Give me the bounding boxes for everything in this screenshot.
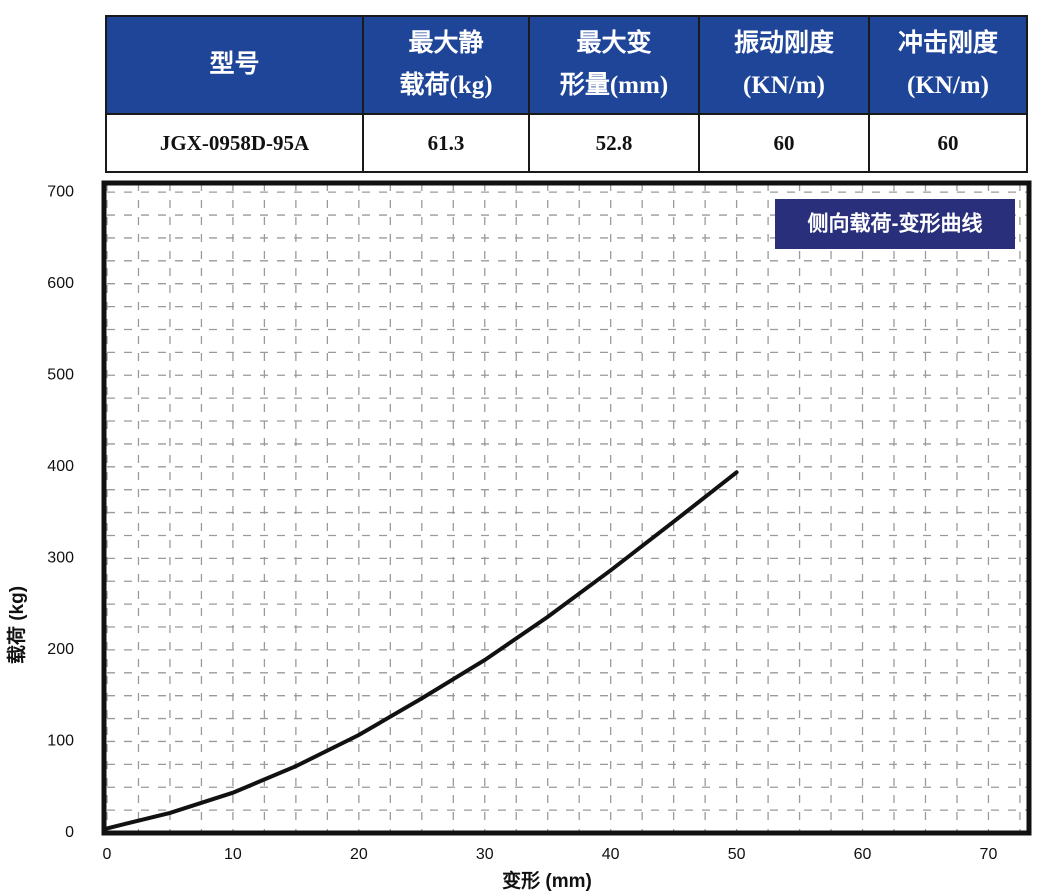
x-tick-label: 0 xyxy=(103,846,112,863)
legend-box xyxy=(775,199,1015,249)
marks xyxy=(105,470,739,831)
y-tick-label: 200 xyxy=(47,641,74,658)
header-cell: 振动刚度 (KN/m) xyxy=(698,15,870,115)
cell: 52.8 xyxy=(528,113,700,173)
chart-title: 侧向载荷-变形曲线 xyxy=(808,212,983,236)
x-tick-label: 30 xyxy=(476,846,494,863)
y-tick-label: 100 xyxy=(47,733,74,750)
header-text: 形量(mm) xyxy=(559,72,669,99)
header-text: 最大变 xyxy=(576,30,652,57)
y-axis-label: 载荷 (kg) xyxy=(5,586,28,664)
x-axis-label: 变形 (mm) xyxy=(502,869,592,892)
y-tick-label: 300 xyxy=(47,550,74,567)
header-text: 振动刚度 xyxy=(733,30,834,57)
spec-table: 型号 最大静载荷(kg) 最大变形量(mm) 振动刚度 (KN/m) 冲击刚度 (K… xyxy=(105,15,1028,173)
x-tick-label: 50 xyxy=(728,846,746,863)
plot-frame xyxy=(101,180,1032,836)
y-tick-label: 500 xyxy=(47,366,74,383)
header-cell: 最大静载荷(kg) xyxy=(362,15,530,115)
cell: 61.3 xyxy=(362,113,530,173)
x-tick-label: 40 xyxy=(602,846,620,863)
header-cell: 型号 xyxy=(105,15,364,115)
x-tick-label: 70 xyxy=(980,846,998,863)
header-cell: 最大变形量(mm) xyxy=(528,15,700,115)
y-tick-label: 400 xyxy=(47,458,74,475)
cell: 60 xyxy=(868,113,1028,173)
header-row: 型号 最大静载荷(kg) 最大变形量(mm) 振动刚度 (KN/m) 冲击刚度 (K… xyxy=(105,15,1028,115)
grid xyxy=(106,183,1030,834)
header-text: 型号 xyxy=(209,51,260,78)
x-tick-label: 20 xyxy=(350,846,368,863)
y-tick-label: 700 xyxy=(47,183,74,200)
header-text: (KN/m) xyxy=(907,72,989,99)
header-text: 最大静 xyxy=(408,30,484,57)
x-tick-label: 60 xyxy=(854,846,872,863)
header-text: (KN/m) xyxy=(743,72,825,99)
data-row: JGX-0958D-95A 61.3 52.8 60 60 xyxy=(105,113,1028,173)
y-tick-label: 600 xyxy=(47,275,74,292)
y-tick-label: 0 xyxy=(65,824,74,841)
x-tick-label: 10 xyxy=(224,846,242,863)
header-text: 载荷(kg) xyxy=(399,72,493,99)
header-text: 冲击刚度 xyxy=(897,30,998,57)
cell: JGX-0958D-95A xyxy=(105,113,364,173)
data-line xyxy=(105,470,739,831)
cell: 60 xyxy=(698,113,870,173)
header-cell: 冲击刚度 (KN/m) xyxy=(868,15,1028,115)
